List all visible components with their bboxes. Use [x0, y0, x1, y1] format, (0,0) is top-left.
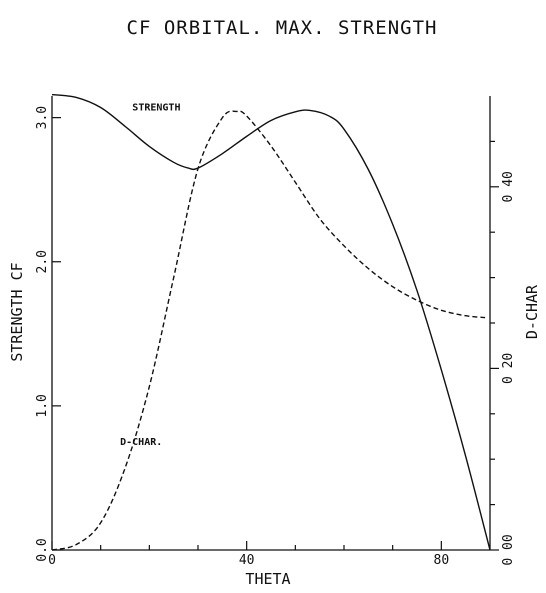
series-line-d-char — [51, 110, 486, 551]
y-left-tick-label: 0.0 — [35, 538, 50, 561]
y-left-tick-label: 3.0 — [35, 106, 50, 129]
x-tick-label: 40 — [239, 553, 255, 568]
d-char-annotation: D-CHAR. — [120, 437, 162, 448]
y-left-tick-label: 2.0 — [35, 250, 50, 273]
x-axis-label: THETA — [245, 570, 290, 588]
y-right-tick-label: 0 00 — [501, 534, 516, 565]
y-right-tick-label: 0 20 — [501, 353, 516, 384]
y-right-tick-label: 0 40 — [501, 171, 516, 202]
chart-title: CF ORBITAL. MAX. STRENGTH — [127, 17, 438, 39]
labels: 0 40 80 0.0 1.0 2.0 3.0 0 00 0 20 0 40 STRENGTH D-C… — [35, 102, 516, 568]
y-left-tick-label: 1.0 — [35, 394, 50, 417]
strength-annotation: STRENGTH — [132, 102, 180, 113]
series-line-strength — [51, 93, 491, 551]
y-axis-left-label: STRENGTH CF — [8, 262, 26, 361]
y-axis-right-label: D-CHAR — [523, 284, 541, 339]
curves — [51, 93, 491, 551]
axes — [51, 96, 491, 551]
x-tick-label: 80 — [434, 553, 450, 568]
x-tick-label: 0 — [48, 553, 56, 568]
